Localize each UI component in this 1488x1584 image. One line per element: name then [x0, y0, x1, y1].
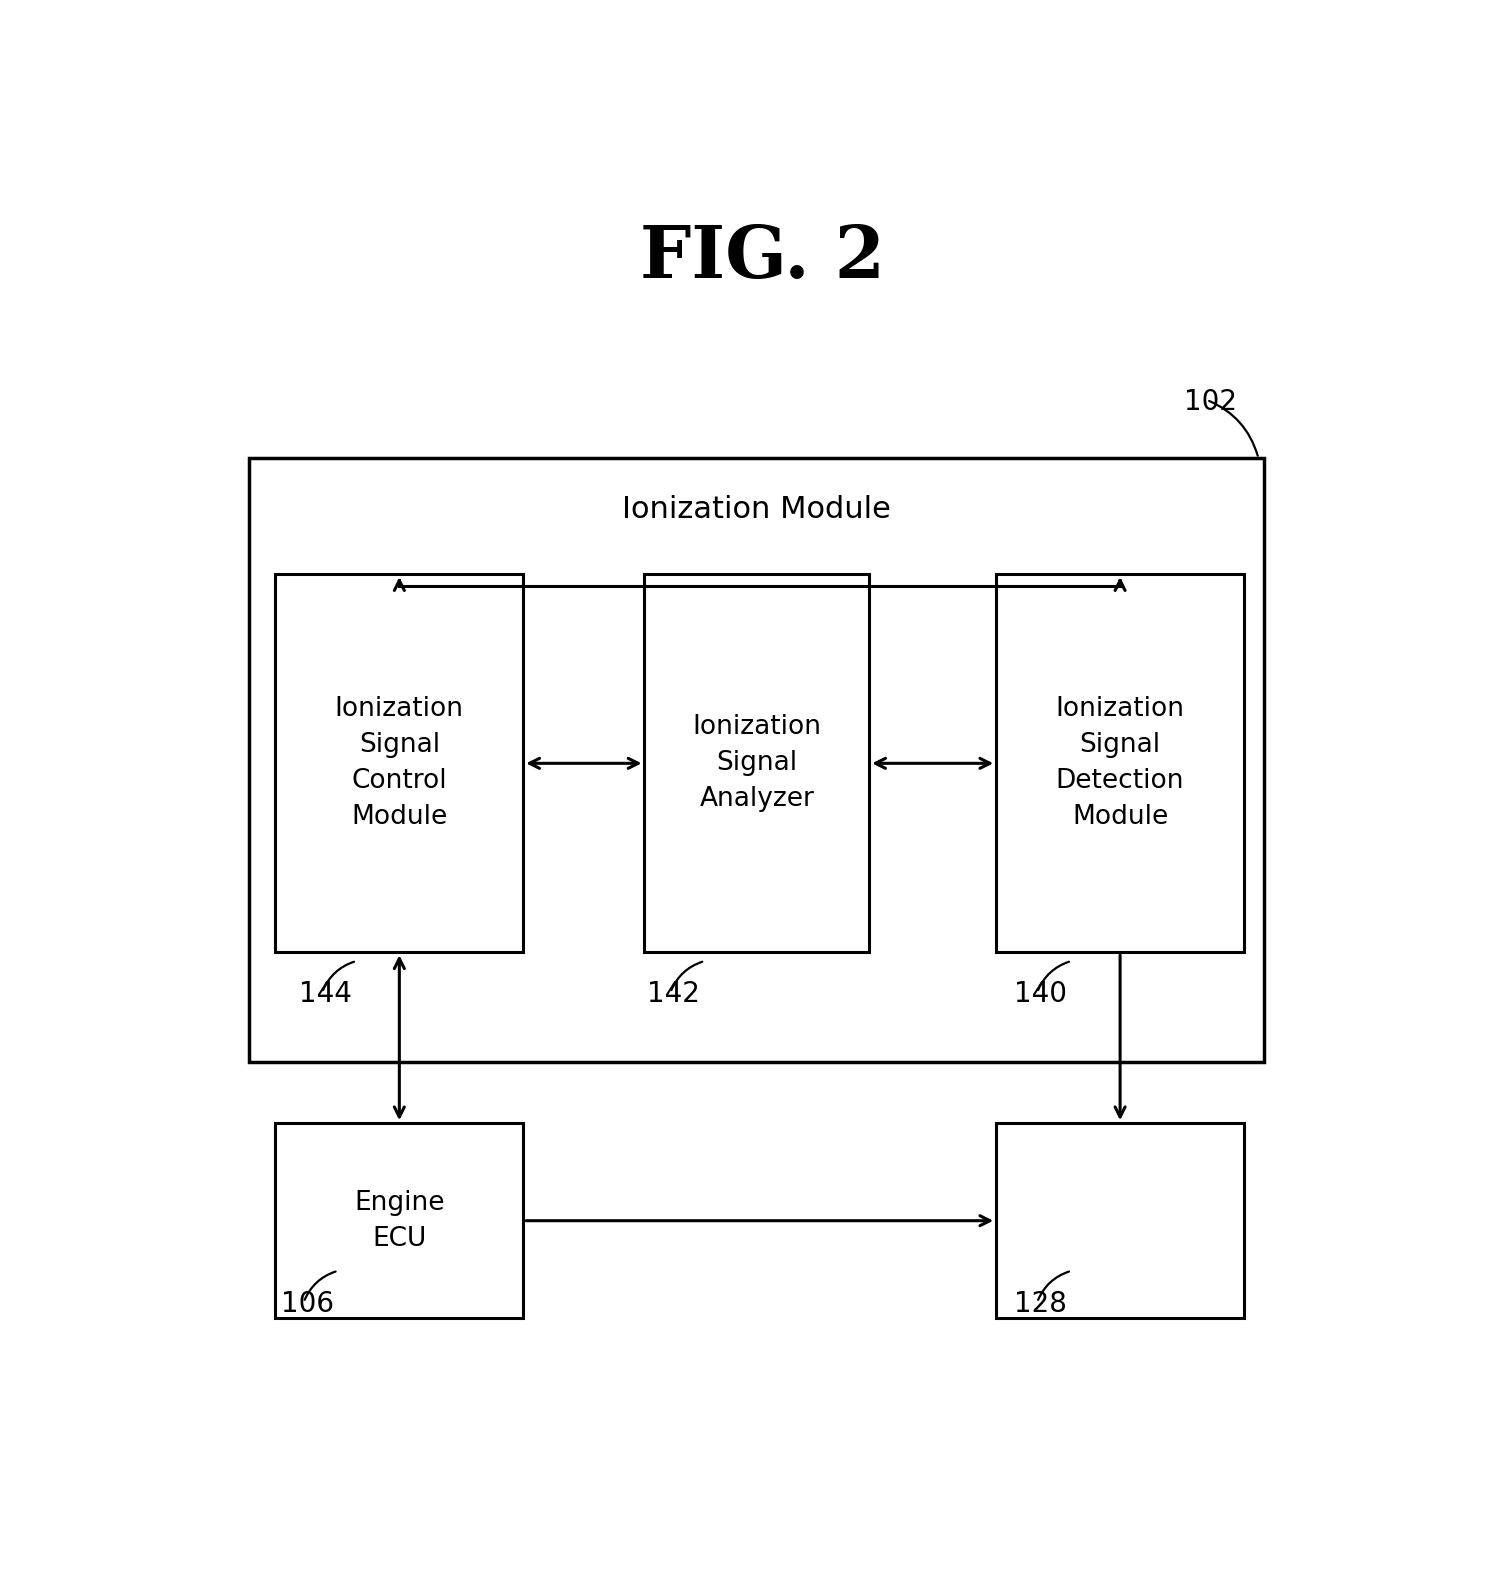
Bar — [644, 575, 869, 952]
Bar — [250, 458, 1265, 1063]
Text: 144: 144 — [299, 980, 351, 1009]
Text: Ionization
Signal
Analyzer: Ionization Signal Analyzer — [692, 714, 821, 813]
Text: Ionization Module: Ionization Module — [622, 494, 891, 524]
Text: Ionization
Signal
Detection
Module: Ionization Signal Detection Module — [1055, 697, 1184, 830]
Bar — [995, 1123, 1244, 1318]
Text: 142: 142 — [647, 980, 701, 1009]
Bar — [275, 1123, 524, 1318]
Text: Engine
ECU: Engine ECU — [354, 1190, 445, 1251]
Text: 140: 140 — [1013, 980, 1067, 1009]
Bar — [275, 575, 524, 952]
Text: 102: 102 — [1183, 388, 1237, 415]
Text: 128: 128 — [1013, 1291, 1067, 1318]
Text: FIG. 2: FIG. 2 — [640, 222, 885, 293]
Text: 106: 106 — [281, 1291, 333, 1318]
Bar — [995, 575, 1244, 952]
Text: Ionization
Signal
Control
Module: Ionization Signal Control Module — [335, 697, 464, 830]
